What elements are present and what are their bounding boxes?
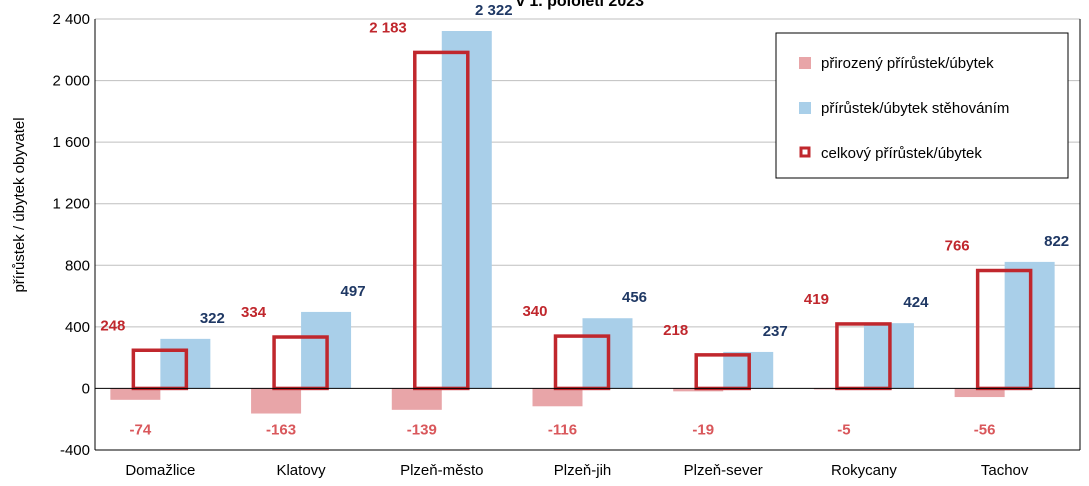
x-tick-label: Rokycany (831, 462, 897, 479)
y-tick-label: 800 (65, 257, 90, 274)
x-tick-label: Plzeň-město (400, 462, 483, 479)
y-tick-label: 1 200 (52, 196, 90, 213)
y-tick-label: 400 (65, 319, 90, 336)
data-label-total: 248 (100, 317, 125, 334)
data-label-total: 766 (945, 238, 970, 255)
legend-label: celkový přírůstek/úbytek (821, 145, 982, 162)
data-label-total: 2 183 (369, 19, 407, 36)
data-label-migration: 424 (903, 294, 929, 311)
y-tick-label: 0 (82, 380, 90, 397)
data-label-total: 218 (663, 322, 688, 339)
y-tick-label: 1 600 (52, 134, 90, 151)
data-label-migration: 2 322 (475, 2, 513, 19)
data-label-migration: 456 (622, 289, 647, 306)
x-tick-label: Tachov (981, 462, 1029, 479)
data-label-total: 334 (241, 304, 267, 321)
x-tick-label: Plzeň-jih (554, 462, 612, 479)
legend-label: přirozený přírůstek/úbytek (821, 55, 994, 72)
y-tick-label: -400 (60, 442, 90, 459)
data-label-natural: -116 (548, 421, 577, 438)
y-tick-label: 2 400 (52, 11, 90, 28)
data-label-migration: 322 (200, 310, 225, 327)
data-label-natural: -19 (692, 421, 714, 438)
x-tick-label: Domažlice (125, 462, 195, 479)
legend: přirozený přírůstek/úbytek přírůstek/úbyt… (776, 33, 1068, 178)
x-tick-label: Plzeň-sever (684, 462, 763, 479)
legend-swatch (799, 57, 811, 69)
data-label-natural: -56 (974, 421, 996, 438)
data-label-natural: -74 (130, 421, 152, 438)
x-tick-label: Klatovy (276, 462, 326, 479)
legend-label: přírůstek/úbytek stěhováním (821, 100, 1009, 117)
data-label-natural: -163 (266, 421, 296, 438)
legend-swatch (799, 102, 811, 114)
data-label-natural: -5 (837, 421, 850, 438)
data-label-natural: -139 (407, 421, 437, 438)
data-label-migration: 237 (763, 323, 788, 340)
bar-natural-change (533, 388, 583, 406)
y-tick-label: 2 000 (52, 73, 90, 90)
data-label-total: 340 (522, 303, 547, 320)
data-label-migration: 822 (1044, 233, 1069, 250)
chart-title: v 1. pololetí 2023 (516, 0, 644, 10)
bar-natural-change (251, 388, 301, 413)
y-axis-label: přírůstek / úbytek obyvatel (11, 117, 28, 292)
data-label-total: 419 (804, 291, 829, 308)
bar-natural-change (392, 388, 442, 409)
data-label-migration: 497 (341, 283, 366, 300)
